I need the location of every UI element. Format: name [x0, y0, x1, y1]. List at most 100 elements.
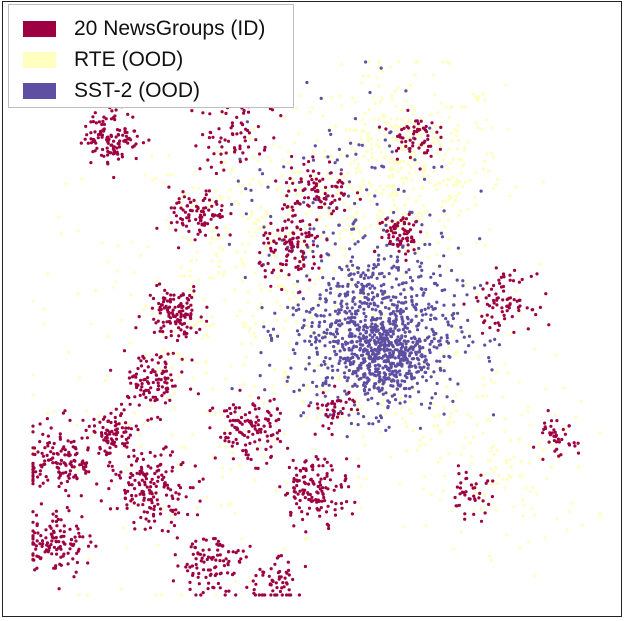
- data-point: [312, 186, 317, 190]
- data-point: [382, 257, 386, 261]
- data-point: [262, 401, 266, 405]
- data-point: [497, 278, 501, 282]
- data-point: [259, 183, 264, 187]
- data-point: [407, 330, 411, 334]
- data-point: [479, 507, 483, 511]
- data-point: [495, 296, 499, 300]
- data-point: [33, 531, 37, 535]
- data-point: [207, 145, 211, 149]
- data-point: [413, 251, 417, 255]
- data-point: [313, 144, 317, 148]
- data-point: [348, 224, 352, 229]
- data-point: [424, 358, 428, 362]
- data-point: [456, 311, 460, 315]
- data-point: [395, 340, 399, 344]
- data-point: [401, 216, 405, 220]
- data-point: [163, 288, 167, 292]
- data-point: [418, 167, 422, 171]
- data-point: [193, 169, 197, 173]
- data-point: [482, 383, 486, 387]
- data-point: [231, 550, 235, 554]
- data-point: [333, 384, 337, 388]
- data-point: [280, 174, 284, 178]
- data-point: [284, 181, 289, 185]
- data-point: [191, 282, 195, 286]
- data-point: [339, 483, 343, 487]
- data-point: [137, 403, 141, 407]
- data-point: [398, 342, 402, 346]
- data-point: [107, 487, 111, 491]
- data-point: [489, 287, 494, 291]
- data-point: [195, 513, 200, 517]
- data-point: [68, 469, 72, 473]
- data-point: [114, 437, 119, 441]
- data-point: [205, 319, 209, 323]
- data-point: [126, 426, 131, 430]
- data-point: [576, 451, 581, 455]
- data-point: [326, 415, 330, 419]
- data-point: [89, 131, 93, 135]
- data-point: [312, 369, 316, 373]
- data-point: [140, 470, 144, 475]
- data-point: [126, 489, 130, 493]
- data-point: [226, 563, 230, 567]
- data-point: [489, 467, 493, 471]
- data-point: [373, 364, 377, 368]
- data-point: [109, 479, 113, 483]
- data-point: [495, 448, 499, 452]
- data-point: [105, 146, 109, 150]
- data-point: [169, 173, 173, 177]
- data-point: [301, 188, 305, 193]
- data-point: [321, 391, 325, 395]
- data-point: [352, 159, 356, 163]
- data-point: [208, 568, 212, 572]
- data-point: [56, 452, 60, 456]
- data-point: [436, 460, 440, 464]
- data-point: [406, 219, 410, 223]
- data-point: [260, 215, 264, 220]
- data-point: [319, 506, 323, 510]
- data-point: [176, 564, 180, 568]
- data-point: [206, 555, 210, 559]
- data-point: [291, 214, 295, 218]
- data-point: [302, 200, 306, 204]
- data-point: [328, 340, 332, 344]
- data-point: [459, 389, 463, 393]
- data-point: [490, 368, 494, 372]
- data-point: [452, 326, 457, 330]
- data-point: [311, 158, 316, 162]
- data-point: [58, 432, 62, 436]
- data-point: [198, 499, 202, 503]
- data-point: [142, 389, 146, 393]
- data-point: [331, 277, 335, 281]
- data-point: [140, 478, 144, 482]
- data-point: [445, 385, 449, 389]
- data-point: [277, 237, 281, 241]
- data-point: [327, 212, 331, 216]
- data-point: [419, 134, 423, 138]
- data-point: [433, 124, 437, 128]
- data-point: [317, 333, 321, 337]
- data-point: [397, 355, 401, 360]
- data-point: [378, 184, 382, 188]
- data-point: [394, 149, 399, 153]
- data-point: [346, 216, 350, 221]
- data-point: [258, 427, 262, 432]
- data-point: [421, 313, 425, 317]
- data-point: [387, 342, 391, 347]
- data-point: [405, 371, 409, 375]
- data-point: [436, 151, 440, 155]
- data-point: [49, 526, 53, 530]
- data-point: [92, 424, 97, 428]
- data-point: [359, 376, 363, 380]
- data-point: [338, 292, 342, 296]
- data-point: [366, 136, 370, 140]
- data-point: [141, 308, 146, 312]
- data-point: [359, 484, 363, 488]
- data-point: [432, 272, 436, 276]
- data-point: [146, 376, 150, 380]
- data-point: [403, 347, 407, 351]
- data-point: [184, 565, 188, 569]
- data-point: [463, 436, 467, 440]
- data-point: [314, 313, 318, 317]
